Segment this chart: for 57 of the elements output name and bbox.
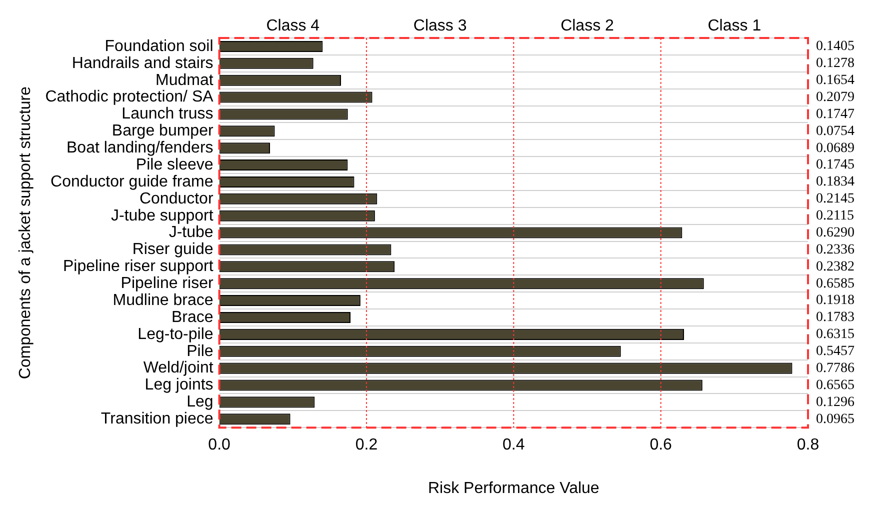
data-label: 0.2115	[816, 208, 854, 224]
y-tick-label: Riser guide	[132, 241, 214, 258]
y-tick-label: Pipeline riser support	[62, 258, 214, 276]
data-label: 0.1834	[816, 174, 854, 190]
y-tick-label: Mudmat	[155, 72, 214, 89]
y-tick-label: Leg joints	[144, 376, 214, 394]
data-label: 0.1654	[816, 73, 854, 88]
x-tick-label: 0.8	[796, 436, 820, 454]
y-tick-label: Launch truss	[122, 106, 214, 123]
x-axis-title: Risk Performance Value	[428, 480, 600, 497]
data-label: 0.1405	[816, 39, 854, 54]
data-label: 0.2079	[816, 90, 854, 105]
y-tick-label: Brace	[171, 308, 214, 326]
x-tick-label: 0.4	[502, 436, 525, 454]
data-label: 0.6565	[816, 378, 854, 393]
y-tick-label: Boat landing/fenders	[66, 140, 214, 157]
data-label: 0.5457	[816, 344, 854, 360]
data-label: 0.1745	[816, 158, 854, 173]
data-label: 0.0754	[816, 124, 854, 139]
y-tick-label: Conductor guide frame	[50, 173, 214, 190]
data-label: 0.6585	[816, 276, 854, 292]
y-tick-label: Pipeline riser	[120, 275, 214, 292]
y-tick-label: Leg	[186, 394, 214, 411]
y-tick-label: J-tube support	[111, 207, 214, 224]
data-label: 0.6315	[816, 327, 854, 342]
data-label: 0.1296	[816, 394, 854, 410]
data-label: 0.2382	[816, 259, 854, 274]
data-label: 0.1747	[816, 106, 854, 122]
data-label: 0.0965	[816, 412, 854, 427]
data-label: 0.1278	[816, 56, 854, 72]
x-tick-label: 0.0	[208, 436, 231, 454]
data-label: 0.2145	[816, 192, 854, 207]
data-label: 0.1783	[816, 310, 854, 326]
text: Class 3	[413, 17, 467, 34]
y-tick-label: J-tube	[168, 224, 214, 242]
y-tick-label: Foundation soil	[104, 38, 214, 55]
data-label: 0.2336	[816, 242, 854, 258]
y-tick-label: Barge bumper	[112, 122, 214, 140]
data-label: 0.0689	[816, 140, 854, 156]
x-tick-label: 0.6	[650, 436, 672, 454]
y-tick-label: Leg-to-pile	[138, 326, 214, 343]
y-tick-label: Mudline brace	[112, 292, 214, 309]
y-tick-label: Weld/joint	[143, 360, 214, 377]
data-label: 0.7786	[816, 360, 854, 376]
y-tick-label: Pile	[186, 342, 214, 360]
y-tick-label: Handrails and stairs	[72, 54, 214, 72]
y-tick-label: Cathodic protection/ SA	[45, 88, 214, 106]
y-tick-label: Pile sleeve	[136, 156, 214, 174]
text: Class 4	[266, 17, 320, 34]
data-label: 0.6290	[816, 225, 854, 240]
y-axis-title: Components of a jacket support structure	[17, 86, 34, 380]
text: Class 2	[560, 17, 614, 34]
y-tick-label: Transition piece	[100, 410, 214, 428]
x-tick-label: 0.2	[355, 436, 378, 454]
data-label: 0.1918	[816, 293, 854, 308]
text: Class 1	[708, 17, 762, 34]
y-tick-label: Conductor	[139, 190, 214, 208]
